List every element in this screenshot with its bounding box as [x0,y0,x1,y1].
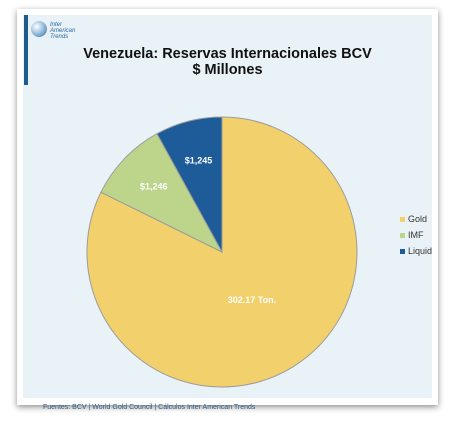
logo-line-2: American [50,28,76,34]
legend-item-gold: Gold [400,211,432,227]
logo-line-3: Trends [50,34,69,40]
accent-bar [24,15,28,85]
legend-swatch [400,248,405,254]
logo-line-1: Inter [50,22,63,28]
legend-swatch [400,232,405,238]
chart-title-line-2: $ Millones [192,62,263,78]
chart-title-line-1: Venezuela: Reservas Internacionales BCV [83,46,372,62]
pie-label-gold: 302.17 Ton. [228,295,276,305]
pie-slice-liquid [156,116,223,253]
legend-item-liquid: Liquid [400,243,432,259]
pie-chart: 302.17 Ton. $1,246 $1,245 [86,116,358,388]
logo: Inter American Trends [31,19,91,53]
legend-label: Liquid [408,246,433,256]
pie-slice-imf [100,133,224,254]
legend-item-imf: IMF [400,227,432,243]
slide-frame: Inter American Trends Venezuela: Reserva… [17,9,438,411]
slide: Inter American Trends Venezuela: Reserva… [23,15,432,411]
legend-label: Gold [408,214,428,224]
source-note: Fuentes: BCV | World Gold Council | Cálc… [43,404,256,411]
globe-icon [31,21,47,37]
legend-swatch [400,216,405,222]
chart-legend: Gold IMF Liquid [400,211,432,259]
pie-label-liquid: $1,245 [185,155,213,165]
legend-label: IMF [408,230,424,240]
logo-text: Inter American Trends [50,22,75,40]
pie-label-imf: $1,246 [140,182,168,192]
chart-title: Venezuela: Reservas Internacionales BCV … [23,46,432,78]
